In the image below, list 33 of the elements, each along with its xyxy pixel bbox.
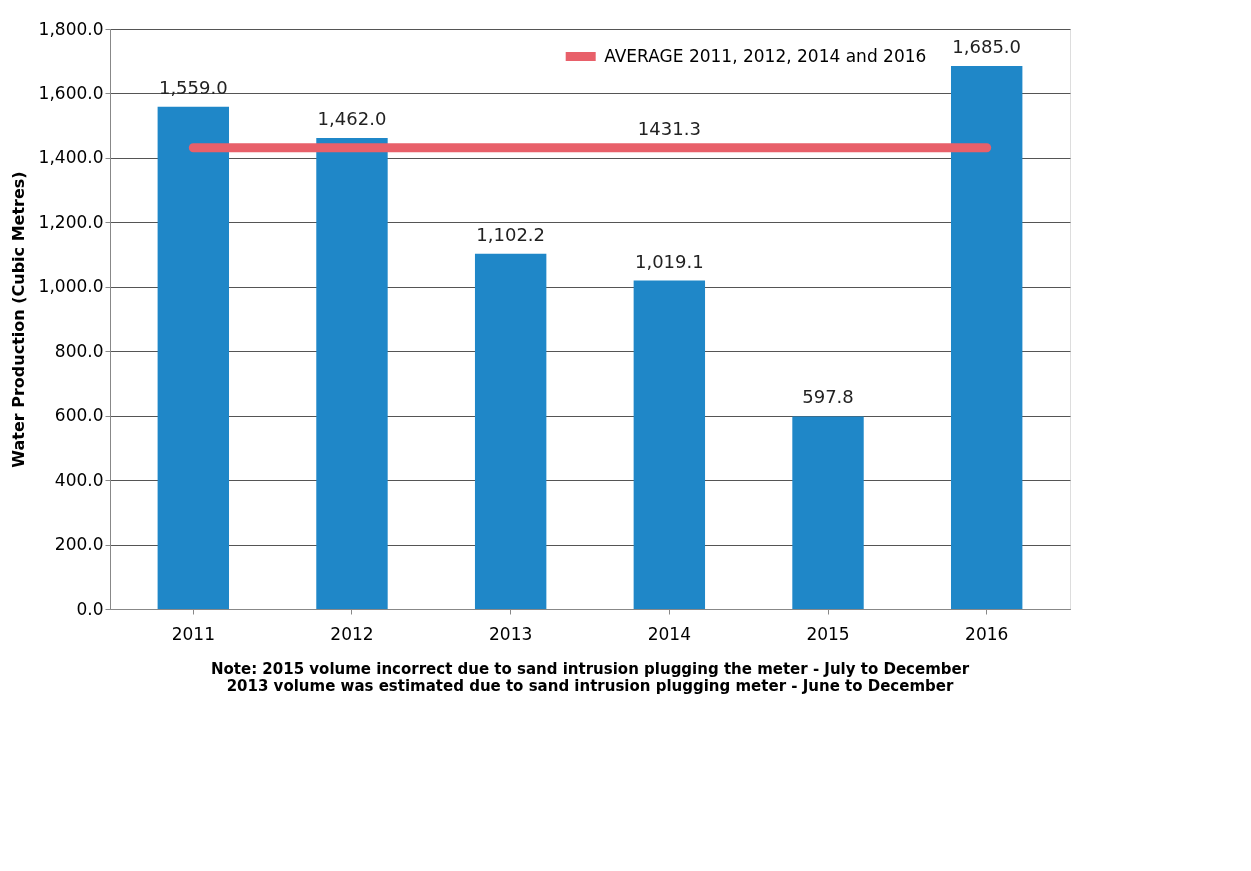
bar (792, 416, 864, 609)
bar (633, 280, 706, 609)
x-tick-label: 2016 (965, 623, 1009, 644)
data-label: 597.8 (802, 386, 854, 408)
x-tick-label: 2015 (806, 623, 850, 644)
data-label: 1,559.0 (158, 76, 228, 98)
y-tick-label: 1,800.0 (38, 18, 104, 39)
y-tick-label: 1,200.0 (38, 211, 104, 232)
data-label: 1,685.0 (952, 36, 1022, 58)
y-tick-label: 400.0 (54, 469, 104, 490)
data-label: 1,102.2 (476, 223, 546, 245)
y-tick-label: 1,000.0 (38, 276, 104, 297)
y-tick-label: 1,600.0 (38, 82, 104, 103)
bar (474, 253, 547, 609)
legend-label: AVERAGE 2011, 2012, 2014 and 2016 (604, 45, 927, 66)
bar (316, 137, 388, 609)
y-tick-label: 600.0 (54, 405, 104, 426)
y-tick-label: 1,400.0 (38, 147, 104, 168)
data-label: 1431.3 (637, 117, 701, 139)
text: Note: 2015 volume incorrect due to sand intrusion plugging the meter - July to December (210, 660, 970, 678)
text: 2013 volume was estimated due to sand intrusion plugging meter - June to December (226, 677, 954, 695)
data-label: 1,019.1 (634, 250, 704, 272)
x-tick-label: 2012 (330, 623, 374, 644)
x-tick-label: 2014 (647, 623, 691, 644)
bar (157, 106, 230, 609)
data-label: 1,462.0 (317, 107, 387, 129)
y-axis-title: Water Production (Cubic Metres) (8, 171, 28, 468)
y-tick-label: 800.0 (54, 340, 104, 361)
x-tick-label: 2011 (171, 623, 215, 644)
y-tick-label: 0.0 (76, 598, 104, 619)
x-tick-label: 2013 (489, 623, 533, 644)
bar (950, 66, 1023, 609)
y-tick-label: 200.0 (54, 534, 104, 555)
